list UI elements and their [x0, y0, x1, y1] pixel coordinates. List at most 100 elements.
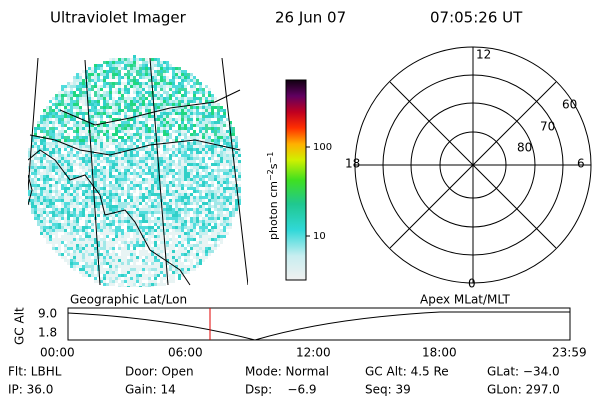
pixel [154, 172, 157, 175]
pixel [127, 235, 130, 238]
pixel [64, 166, 67, 169]
pixel [214, 226, 217, 229]
pixel [127, 271, 130, 274]
pixel [139, 190, 142, 193]
pixel [124, 286, 127, 287]
pixel [142, 235, 145, 238]
pixel [211, 112, 214, 115]
pixel [43, 127, 46, 130]
pixel [112, 70, 115, 73]
pixel [70, 238, 73, 241]
pixel [136, 136, 139, 139]
pixel [202, 136, 205, 139]
pixel [115, 67, 118, 70]
pixel [115, 118, 118, 121]
pixel [127, 283, 130, 286]
pixel [205, 124, 208, 127]
pixel [133, 232, 136, 235]
pixel [148, 256, 151, 259]
pixel [133, 259, 136, 262]
pixel [118, 187, 121, 190]
pixel [151, 79, 154, 82]
pixel [199, 100, 202, 103]
pixel [91, 163, 94, 166]
pixel [220, 136, 223, 139]
pixel [82, 112, 85, 115]
pixel [28, 190, 31, 193]
pixel [175, 94, 178, 97]
pixel [46, 106, 49, 109]
pixel [94, 178, 97, 181]
pixel [124, 238, 127, 241]
pixel [217, 214, 220, 217]
pixel [136, 148, 139, 151]
pixel [163, 115, 166, 118]
pixel [235, 154, 238, 157]
pixel [181, 148, 184, 151]
pixel [196, 211, 199, 214]
pixel [193, 220, 196, 223]
pixel [112, 85, 115, 88]
pixel [133, 247, 136, 250]
pixel [82, 136, 85, 139]
pixel [73, 214, 76, 217]
pixel [145, 73, 148, 76]
pixel [136, 91, 139, 94]
pixel [94, 85, 97, 88]
pixel [46, 160, 49, 163]
pixel [103, 268, 106, 271]
pixel [202, 103, 205, 106]
pixel [151, 142, 154, 145]
pixel [223, 115, 226, 118]
pixel [67, 172, 70, 175]
pixel [169, 187, 172, 190]
pixel [190, 208, 193, 211]
pixel [109, 88, 112, 91]
pixel [163, 139, 166, 142]
pixel [154, 70, 157, 73]
pixel [37, 193, 40, 196]
pixel [112, 199, 115, 202]
pixel [55, 115, 58, 118]
pixel [40, 118, 43, 121]
pixel [79, 187, 82, 190]
pixel [136, 106, 139, 109]
pixel [118, 148, 121, 151]
pixel [226, 190, 229, 193]
pixel [115, 151, 118, 154]
pixel [166, 268, 169, 271]
pixel [235, 142, 238, 145]
pixel [103, 229, 106, 232]
pixel [94, 160, 97, 163]
pixel [145, 166, 148, 169]
pixel [202, 256, 205, 259]
pixel [127, 205, 130, 208]
pixel [61, 217, 64, 220]
pixel [211, 214, 214, 217]
pixel [31, 154, 34, 157]
pixel [76, 253, 79, 256]
pixel [55, 238, 58, 241]
pixel [196, 190, 199, 193]
pixel [118, 217, 121, 220]
info-field: IP: 36.0 [8, 383, 53, 397]
pixel [91, 88, 94, 91]
pixel [133, 61, 136, 64]
pixel [184, 148, 187, 151]
pixel [34, 181, 37, 184]
pixel [64, 259, 67, 262]
pixel [208, 151, 211, 154]
pixel [100, 211, 103, 214]
pixel [118, 124, 121, 127]
pixel [238, 172, 241, 175]
pixel [103, 154, 106, 157]
pixel [115, 229, 118, 232]
pixel [175, 184, 178, 187]
pixel [64, 181, 67, 184]
pixel [160, 250, 163, 253]
pixel [76, 76, 79, 79]
pixel [187, 76, 190, 79]
pixel [130, 157, 133, 160]
pixel [133, 91, 136, 94]
pixel [43, 217, 46, 220]
